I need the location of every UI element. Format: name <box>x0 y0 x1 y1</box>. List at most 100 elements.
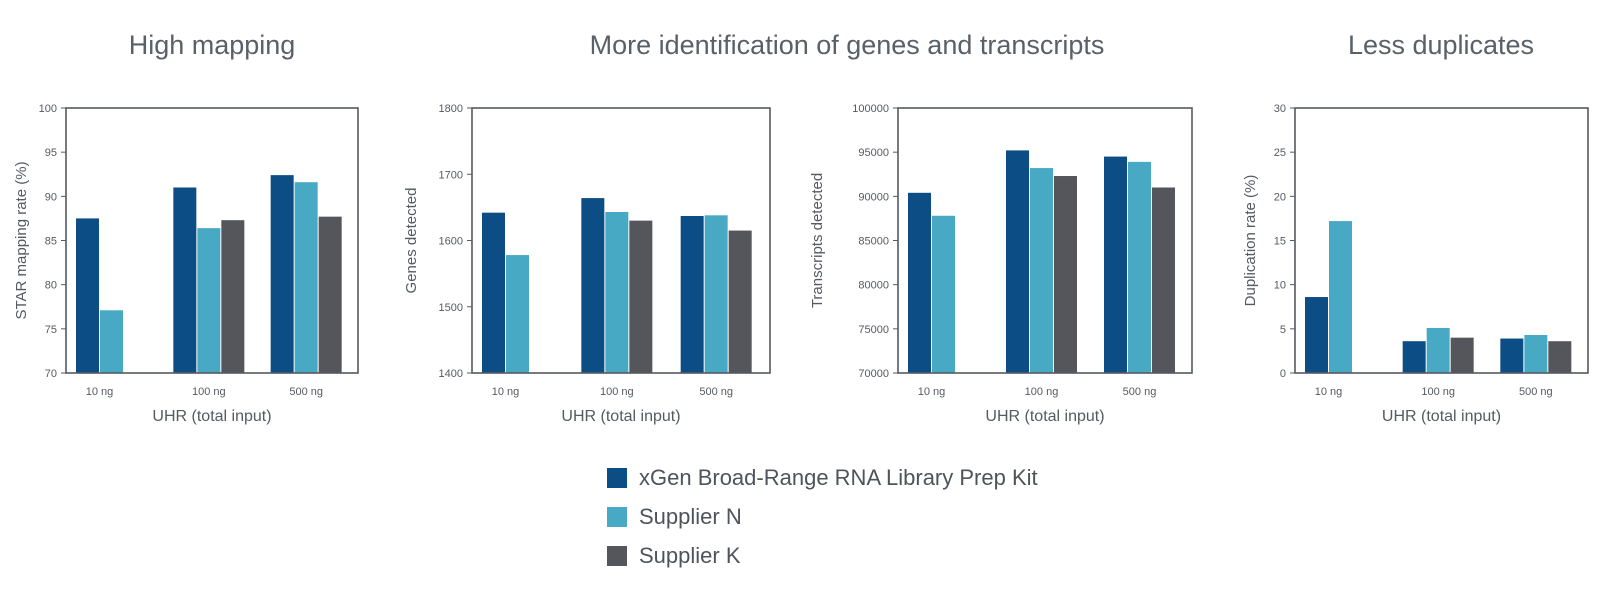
bar-xgen <box>908 192 931 373</box>
x-tick-label: 10 ng <box>492 386 520 398</box>
chart-2: 1400 1500 1600 1700 1800 10 ng 100 ng 500 ng UHR… <box>403 103 771 425</box>
bar-supplier-n <box>506 255 529 373</box>
bar-supplier-n <box>1329 221 1352 373</box>
y-axis-label: Transcripts detected <box>809 173 826 308</box>
bar-xgen <box>680 215 704 373</box>
bar-supplier-k <box>221 220 245 373</box>
x-tick-label: 10 ng <box>918 386 946 398</box>
chart-3: 70000 75000 80000 85000 90000 95000 100000 10 n… <box>809 103 1193 425</box>
y-axis-label: Genes detected <box>403 188 420 294</box>
bar-supplier-n <box>1030 168 1053 373</box>
bar-supplier-n <box>294 182 318 373</box>
bar-xgen <box>270 175 294 373</box>
bar-supplier-k <box>629 220 653 373</box>
title-high-mapping: High mapping <box>128 30 296 60</box>
y-tick-label: 10 <box>1274 280 1286 292</box>
y-tick-label: 85 <box>45 236 57 248</box>
x-tick-label: 500 ng <box>699 386 733 398</box>
plot-frame <box>897 107 1193 374</box>
y-tick-label: 20 <box>1274 191 1286 203</box>
bar-supplier-n <box>704 215 728 373</box>
y-tick-label: 90 <box>45 191 57 203</box>
y-tick-label: 15 <box>1274 236 1286 248</box>
y-tick-label: 70 <box>45 368 57 380</box>
title-identification: More identification of genes and transcr… <box>589 30 1105 60</box>
x-tick-label: 10 ng <box>86 386 114 398</box>
y-tick-label: 1500 <box>439 302 463 314</box>
legend-swatch-xgen <box>607 467 627 488</box>
y-tick-label: 100 <box>39 103 57 115</box>
x-axis-label: UHR (total input) <box>561 408 680 425</box>
x-tick-label: 500 ng <box>1519 386 1553 398</box>
legend-swatch-supplier-k <box>607 545 627 566</box>
y-tick-label: 90000 <box>858 191 889 203</box>
y-tick-label: 1700 <box>439 169 463 181</box>
x-tick-label: 10 ng <box>1315 386 1343 398</box>
x-axis-label: UHR (total input) <box>152 408 271 425</box>
plot-frame <box>65 107 359 374</box>
y-tick-label: 0 <box>1280 368 1286 380</box>
bar-supplier-n <box>932 215 955 373</box>
y-tick-label: 75 <box>45 324 57 336</box>
bar-xgen <box>76 218 99 373</box>
y-axis-label: STAR mapping rate (%) <box>13 161 30 319</box>
bar-xgen <box>1104 156 1127 373</box>
y-tick-label: 100000 <box>852 103 889 115</box>
legend-item-xgen: xGen Broad-Range RNA Library Prep Kit <box>607 458 1038 497</box>
y-tick-label: 30 <box>1274 103 1286 115</box>
plot-frame <box>471 107 771 374</box>
x-tick-label: 100 ng <box>600 386 634 398</box>
y-tick-label: 25 <box>1274 147 1286 159</box>
bar-xgen <box>1006 150 1029 373</box>
legend-label-supplier-k: Supplier K <box>639 542 741 568</box>
legend-label-supplier-n: Supplier N <box>639 503 742 529</box>
bar-supplier-n <box>197 228 221 373</box>
y-axis-label: Duplication rate (%) <box>1242 175 1259 307</box>
y-tick-label: 80000 <box>858 280 889 292</box>
legend-label-xgen: xGen Broad-Range RNA Library Prep Kit <box>639 464 1038 490</box>
x-tick-label: 500 ng <box>289 386 323 398</box>
x-axis-label: UHR (total input) <box>985 408 1104 425</box>
bar-supplier-k <box>728 230 752 373</box>
y-tick-label: 1400 <box>439 368 463 380</box>
y-tick-label: 75000 <box>858 324 889 336</box>
y-tick-label: 5 <box>1280 324 1286 336</box>
x-axis-label: UHR (total input) <box>1382 408 1501 425</box>
bar-supplier-k <box>1054 176 1077 373</box>
y-tick-label: 70000 <box>858 368 889 380</box>
chart-1: 70 75 80 85 90 95 100 10 ng 100 ng 500 ng UHR (tot… <box>13 103 359 425</box>
legend-item-supplier-k: Supplier K <box>607 536 1038 575</box>
bar-supplier-k <box>1548 341 1572 373</box>
y-tick-label: 95000 <box>858 147 889 159</box>
x-tick-label: 100 ng <box>1025 386 1059 398</box>
y-tick-label: 95 <box>45 147 57 159</box>
y-tick-label: 80 <box>45 280 57 292</box>
bar-xgen <box>173 187 197 373</box>
y-tick-label: 85000 <box>858 236 889 248</box>
plot-frame <box>1294 107 1589 374</box>
bar-supplier-k <box>318 216 342 373</box>
x-tick-label: 100 ng <box>192 386 226 398</box>
bar-supplier-n <box>1426 327 1450 373</box>
bar-xgen <box>581 198 605 373</box>
bar-supplier-k <box>1152 187 1175 373</box>
bar-xgen <box>1500 338 1524 373</box>
bar-xgen <box>1402 341 1426 373</box>
legend-item-supplier-n: Supplier N <box>607 497 1038 536</box>
bar-supplier-k <box>1450 337 1474 373</box>
bar-xgen <box>1305 297 1328 373</box>
bar-supplier-n <box>1128 161 1151 373</box>
y-tick-label: 1600 <box>439 236 463 248</box>
bar-supplier-n <box>1524 335 1548 373</box>
chart-4: 0 5 10 15 20 25 30 10 ng 100 ng 500 ng UHR (total … <box>1242 103 1589 425</box>
x-tick-label: 500 ng <box>1123 386 1157 398</box>
x-tick-label: 100 ng <box>1421 386 1455 398</box>
y-tick-label: 1800 <box>439 103 463 115</box>
title-duplicates: Less duplicates <box>1347 30 1535 60</box>
bar-supplier-n <box>605 212 629 373</box>
legend: xGen Broad-Range RNA Library Prep Kit Su… <box>607 458 1038 575</box>
legend-swatch-supplier-n <box>607 506 627 527</box>
bar-xgen <box>482 212 505 373</box>
bar-supplier-n <box>100 310 123 373</box>
